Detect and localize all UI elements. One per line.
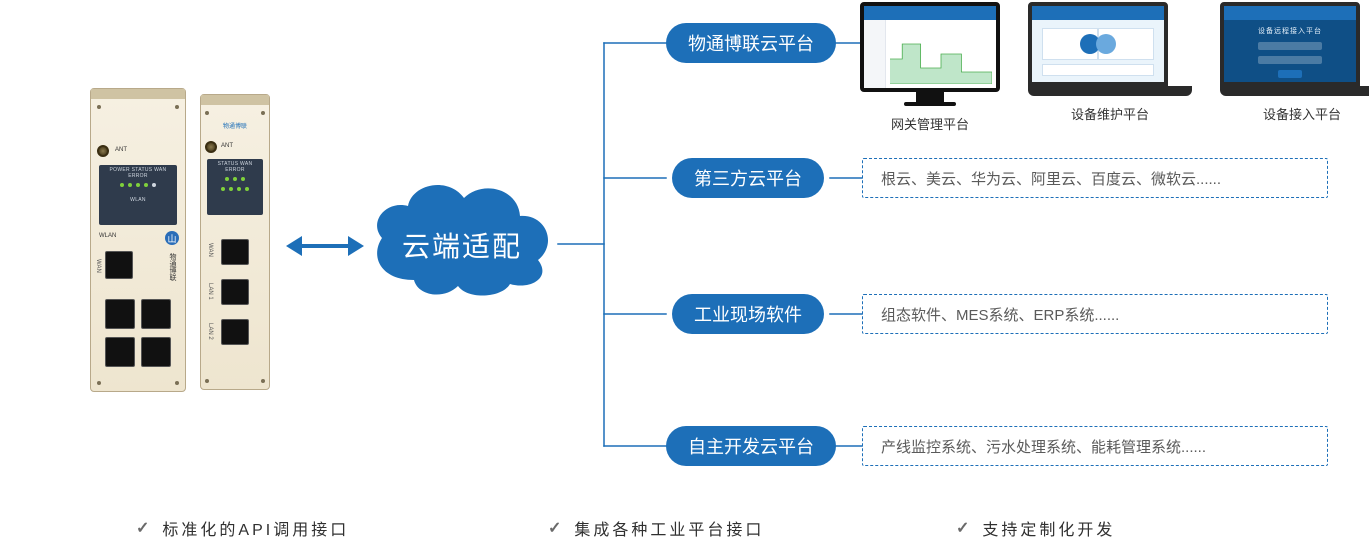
- device-a-wlan-label: WLAN: [99, 233, 116, 239]
- feature-1: ✓ 集成各种工业平台接口: [548, 516, 764, 540]
- feature-text-0: 标准化的API调用接口: [162, 516, 349, 540]
- cloud-label: 云端适配: [402, 225, 522, 265]
- pill-onsite: 工业现场软件: [672, 294, 824, 334]
- screen-gateway-mgmt: 网关管理平台: [860, 2, 1000, 133]
- device-b-brand: 物通博联: [223, 124, 247, 130]
- detail-box-third: 根云、美云、华为云、阿里云、百度云、微软云......: [862, 158, 1328, 198]
- feature-text-1: 集成各种工业平台接口: [574, 516, 764, 540]
- check-icon: ✓: [548, 518, 564, 538]
- bidirectional-arrow: [286, 236, 364, 256]
- pill-wtbl: 物通博联云平台: [666, 23, 836, 63]
- gateway-device-b: 物通博联 ANT STATUS WAN ERROR WAN LAN 1 LAN …: [200, 94, 270, 390]
- check-icon: ✓: [956, 518, 972, 538]
- device-b-port0: WAN: [207, 243, 213, 257]
- device-a-brand-cn: 物通博联: [167, 253, 177, 281]
- feature-0: ✓ 标准化的API调用接口: [136, 516, 349, 540]
- device-a-badge: 山: [165, 231, 179, 245]
- screen-device-access: 设备远程接入平台设备接入平台: [1220, 2, 1369, 133]
- feature-2: ✓ 支持定制化开发: [956, 516, 1115, 540]
- device-a-wan-label: WAN: [95, 259, 101, 273]
- device-a-mid-label: WLAN: [99, 197, 177, 203]
- check-icon: ✓: [136, 518, 152, 538]
- screen-device-access-caption: 设备接入平台: [1263, 104, 1341, 123]
- screen-device-maint-caption: 设备维护平台: [1071, 104, 1149, 123]
- cloud-node: 云端适配: [360, 170, 560, 300]
- detail-box-onsite: 组态软件、MES系统、ERP系统......: [862, 294, 1328, 334]
- gateway-device-a: ANT POWER STATUS WAN ERROR WLAN WLAN 山 物…: [90, 88, 186, 392]
- device-a-led-label: POWER STATUS WAN ERROR: [99, 167, 177, 179]
- device-b-ant-label: ANT: [221, 143, 233, 149]
- pill-third: 第三方云平台: [672, 158, 824, 198]
- device-b-led-label: STATUS WAN ERROR: [207, 161, 263, 173]
- pill-selfdev: 自主开发云平台: [666, 426, 836, 466]
- feature-text-2: 支持定制化开发: [982, 516, 1115, 540]
- screen-gateway-mgmt-caption: 网关管理平台: [891, 114, 969, 133]
- device-b-port1: LAN 1: [207, 283, 213, 300]
- antenna-label: ANT: [115, 147, 127, 153]
- screen-device-maint: 设备维护平台: [1028, 2, 1192, 133]
- diagram-stage: ANT POWER STATUS WAN ERROR WLAN WLAN 山 物…: [0, 0, 1369, 544]
- detail-box-selfdev: 产线监控系统、污水处理系统、能耗管理系统......: [862, 426, 1328, 466]
- platform-screens-row: 网关管理平台 设备维护平台 设备远程接入平台设备接入平台: [860, 2, 1369, 133]
- device-b-port2: LAN 2: [207, 323, 213, 340]
